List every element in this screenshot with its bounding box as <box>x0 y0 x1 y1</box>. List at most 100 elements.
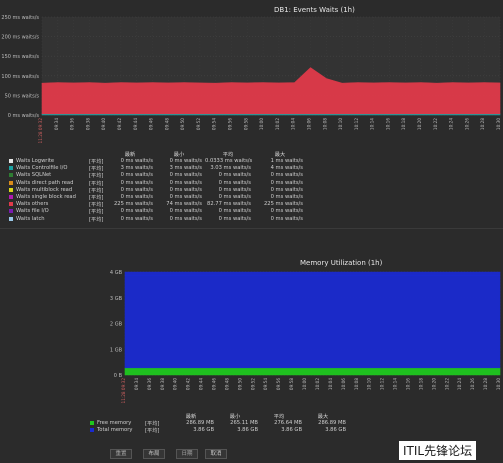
legend-swatch <box>9 180 13 185</box>
legend-header: 最新 <box>185 414 197 420</box>
x-tick-label: 09:46 <box>212 378 217 390</box>
y-tick-label: 0 ms waits/s <box>8 113 40 119</box>
x-tick-label: 10:22 <box>444 378 449 390</box>
x-tick-label: 09:36 <box>70 118 75 130</box>
legend-header: 最大 <box>274 152 286 158</box>
legend-swatch <box>9 187 13 192</box>
x-tick-label: 10:02 <box>275 118 280 130</box>
y-tick-label: 3 GB <box>110 296 123 302</box>
legend-value-last: 286.89 MB <box>186 420 214 426</box>
x-tick-label: 10:00 <box>302 378 307 390</box>
legend-value-last: 0 ms waits/s <box>120 208 153 215</box>
legend-swatch <box>9 195 13 199</box>
legend-row: Waits SQLNet [平均] 0 ms waits/s 0 ms waits/s… <box>9 172 309 180</box>
x-tick-label: 09:56 <box>276 378 281 390</box>
legend-series-name: Waits direct path read <box>16 179 74 186</box>
legend-header: 最小 <box>173 152 185 158</box>
legend-header: 最小 <box>229 414 241 420</box>
x-tick-label: 10:26 <box>470 378 475 390</box>
reset-button[interactable]: 重置 <box>110 449 132 459</box>
x-tick-label: 10:08 <box>322 118 327 130</box>
x-tick-label: 10:10 <box>338 118 343 130</box>
legend-header: 平均 <box>222 152 234 158</box>
series-area-6 <box>41 67 501 115</box>
legend-aggregate-tag: [平均] <box>145 421 160 427</box>
memory-panel: Memory Utilization (1h) 4 GB 3 GB 2 GB 1 GB… <box>0 228 503 463</box>
x-tick-label: 09:40 <box>173 378 178 390</box>
legend-value-min: 74 ms waits/s <box>166 201 202 208</box>
y-tick-label: 250 ms waits/s <box>1 15 39 21</box>
legend-value-avg: 82.77 ms waits/s <box>207 201 251 208</box>
legend-value-max: 0 ms waits/s <box>270 179 303 186</box>
x-tick-label: 09:50 <box>237 378 242 390</box>
legend-row: Waits direct path read [平均] 0 ms waits/s 0 … <box>9 179 309 187</box>
y-tick-label: 1 GB <box>110 347 123 353</box>
legend-value-max: 0 ms waits/s <box>270 208 303 215</box>
x-tick-label: 10:18 <box>401 118 406 130</box>
watermark: ITIL先锋论坛 <box>399 441 477 460</box>
legend-value-last: 3 ms waits/s <box>120 165 153 172</box>
legend-aggregate-tag: [平均] <box>89 159 104 165</box>
x-tick-label: 09:58 <box>243 118 248 130</box>
date-button[interactable]: 日期 <box>176 449 198 459</box>
events-waits-chart: 250 ms waits/s 200 ms waits/s 150 ms waits… <box>1 15 501 143</box>
layout-button[interactable]: 布局 <box>143 449 165 459</box>
legend-row: Waits Controlfile I/O [平均] 3 ms waits/s 3 m… <box>9 165 309 172</box>
legend-value-max: 0 ms waits/s <box>270 215 303 222</box>
x-tick-label: 10:24 <box>457 378 462 390</box>
legend-value-max: 0 ms waits/s <box>270 172 303 179</box>
x-tick-label: 09:34 <box>54 118 59 130</box>
legend-series-name: Waits Logwrite <box>16 158 55 164</box>
x-tick-label: 10:30 <box>496 378 501 390</box>
x-tick-label: 09:46 <box>149 118 154 130</box>
legend-row: Waits others [平均] 225 ms waits/s 74 ms wait… <box>9 201 309 208</box>
legend-value-max: 225 ms waits/s <box>263 201 303 208</box>
x-tick-label: 09:50 <box>180 118 185 130</box>
y-tick-label: 2 GB <box>110 322 123 328</box>
legend-value-avg: 0 ms waits/s <box>218 208 251 215</box>
legend-value-avg: 0 ms waits/s <box>218 179 251 186</box>
legend-value-max: 0 ms waits/s <box>270 186 303 193</box>
x-tick-label: 10:12 <box>380 378 385 390</box>
legend-row: Waits multiblock read [平均] 0 ms waits/s 0 m… <box>9 186 309 194</box>
chart-title: Memory Utilization (1h) <box>300 259 383 267</box>
legend-series-name: Total memory <box>97 427 133 433</box>
y-tick-label: 0 B <box>114 373 123 379</box>
x-tick-label: 10:16 <box>405 378 410 390</box>
x-tick-label: 09:58 <box>289 378 294 390</box>
events-waits-legend: 最新 最小 平均 最大 Waits Logwrite [平均] 0 ms waits/s 0 … <box>9 151 309 223</box>
legend-swatch <box>9 159 13 163</box>
cancel-button[interactable]: 取消 <box>205 449 227 459</box>
series-area-1 <box>124 271 501 369</box>
legend-value-avg: 3.86 GB <box>281 427 302 433</box>
events-waits-panel: DB1: Events Waits (1h) 250 ms waits/s 200… <box>0 0 503 228</box>
x-tick-label: 10:00 <box>259 118 264 130</box>
legend-value-min: 0 ms waits/s <box>169 215 202 222</box>
x-tick-label: 10:28 <box>480 118 485 130</box>
legend-aggregate-tag: [平均] <box>89 173 104 180</box>
legend-series-name: Waits file I/O <box>16 208 49 215</box>
legend-value-min: 3.86 GB <box>237 427 258 433</box>
x-tick-label: 09:42 <box>117 118 122 130</box>
legend-value-max: 0 ms waits/s <box>270 194 303 200</box>
legend-header: 平均 <box>273 414 285 420</box>
x-tick-label: 09:36 <box>147 378 152 390</box>
legend-value-avg: 0 ms waits/s <box>218 186 251 193</box>
x-tick-label: 09:48 <box>164 118 169 130</box>
legend-value-min: 0 ms waits/s <box>169 179 202 186</box>
legend-aggregate-tag: [平均] <box>89 180 104 187</box>
legend-series-name: Waits others <box>16 201 49 208</box>
x-tick-label: 10:28 <box>483 378 488 390</box>
x-tick-label: 10:06 <box>341 378 346 390</box>
x-tick-label: 10:18 <box>418 378 423 390</box>
x-tick-label: 09:38 <box>160 378 165 390</box>
legend-aggregate-tag: [平均] <box>89 195 104 201</box>
y-tick-label: 4 GB <box>110 270 123 276</box>
legend-swatch <box>90 428 94 432</box>
legend-row: Total memory [平均] 3.86 GB 3.86 GB 3.86 GB 3.8… <box>90 427 346 434</box>
legend-swatch <box>9 166 13 171</box>
memory-chart: 4 GB 3 GB 2 GB 1 GB 0 B11:28 09:32 09:34 09:36… <box>110 270 501 403</box>
legend-value-min: 0 ms waits/s <box>169 158 202 164</box>
legend-value-min: 0 ms waits/s <box>169 186 202 193</box>
legend-aggregate-tag: [平均] <box>145 428 160 434</box>
